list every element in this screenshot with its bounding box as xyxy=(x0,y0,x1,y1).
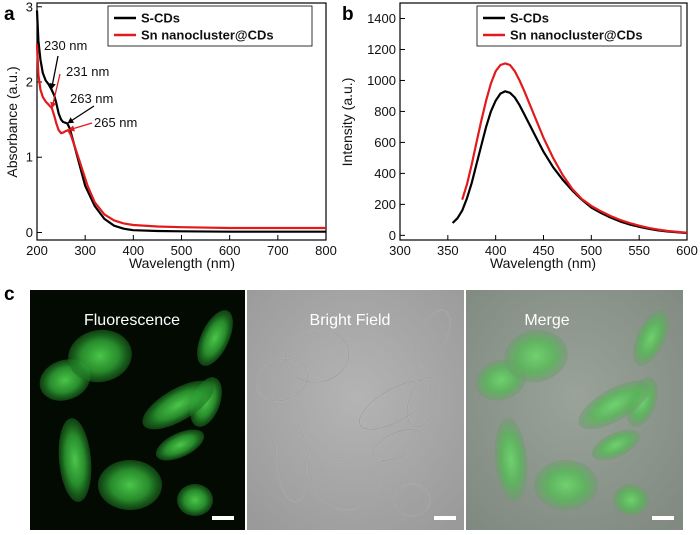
x-tick-label: 300 xyxy=(74,243,96,258)
x-tick-label: 450 xyxy=(533,243,555,258)
chart-a-axes: 200 300 400 500 600 700 800 0 1 2 3 xyxy=(26,0,337,258)
micrograph-panel: Fluorescence Bright Field Merge xyxy=(30,290,683,530)
x-tick-label: 300 xyxy=(389,243,411,258)
y-tick-label: 1400 xyxy=(367,11,396,26)
y-tick-label: 1 xyxy=(26,150,33,165)
series-line-sn-nanocluster-cds xyxy=(461,62,688,234)
bright-field-image: Bright Field xyxy=(247,290,464,530)
y-tick-label: 0 xyxy=(389,228,396,243)
legend-label: Sn nanocluster@CDs xyxy=(141,28,274,43)
bright-field-label: Bright Field xyxy=(310,312,391,329)
x-tick-label: 600 xyxy=(219,243,241,258)
merge-image: Merge xyxy=(466,290,683,530)
series-line-sn-nanocluster-cds xyxy=(35,44,326,230)
x-tick-label: 550 xyxy=(628,243,650,258)
x-tick-label: 800 xyxy=(315,243,337,258)
chart-b-y-axis-label: Intensity (a.u.) xyxy=(339,78,355,167)
x-tick-label: 200 xyxy=(26,243,48,258)
chart-a-series xyxy=(35,10,326,233)
annotation-label: 230 nm xyxy=(44,38,87,53)
x-tick-label: 400 xyxy=(485,243,507,258)
chart-b-axes: 300 350 400 450 500 550 600 0 200 400 600 800 1000 12… xyxy=(367,11,698,258)
chart-b-series xyxy=(451,62,688,235)
series-line-s-cds xyxy=(35,10,326,233)
annotation-arrowhead xyxy=(67,117,75,124)
annotation-arrowhead xyxy=(50,101,57,109)
legend-box xyxy=(107,5,313,47)
y-tick-label: 400 xyxy=(374,166,396,181)
legend-label: S-CDs xyxy=(141,11,180,26)
fluorescence-image: Fluorescence xyxy=(30,290,245,530)
y-tick-label: 200 xyxy=(374,197,396,212)
chart-b-legend: S-CDs Sn nanocluster@CDs xyxy=(476,5,682,47)
legend-label: Sn nanocluster@CDs xyxy=(510,28,643,43)
legend-box xyxy=(476,5,682,47)
annotation-arrowhead xyxy=(68,125,75,132)
x-tick-label: 600 xyxy=(676,243,698,258)
merge-scale-bar xyxy=(652,516,674,520)
y-tick-label: 3 xyxy=(26,0,33,14)
y-tick-label: 2 xyxy=(26,75,33,90)
panel-letter-c: c xyxy=(4,284,15,305)
y-tick-label: 1000 xyxy=(367,73,396,88)
fluorescence-scale-bar xyxy=(212,516,234,520)
y-tick-label: 800 xyxy=(374,104,396,119)
emission-chart: 300 350 400 450 500 550 600 0 200 400 600 800 1000 12… xyxy=(339,2,698,271)
x-tick-label: 500 xyxy=(580,243,602,258)
panel-letter-a: a xyxy=(4,4,15,25)
merge-label: Merge xyxy=(524,312,569,329)
y-tick-label: 0 xyxy=(26,225,33,240)
legend-label: S-CDs xyxy=(510,11,549,26)
annotation-label: 265 nm xyxy=(94,115,137,130)
x-tick-label: 700 xyxy=(267,243,289,258)
x-tick-label: 400 xyxy=(122,243,144,258)
absorbance-chart: 200 300 400 500 600 700 800 0 1 2 3 230 nm 231 nm 26… xyxy=(4,0,337,271)
y-tick-label: 1200 xyxy=(367,42,396,57)
annotation-label: 263 nm xyxy=(70,91,113,106)
chart-a-y-axis-label: Absorbance (a.u.) xyxy=(4,66,20,177)
annotation-arrowhead xyxy=(49,83,56,90)
x-tick-label: 500 xyxy=(171,243,193,258)
chart-b-x-axis-label: Wavelength (nm) xyxy=(490,255,596,271)
chart-a-legend: S-CDs Sn nanocluster@CDs xyxy=(107,5,313,47)
y-tick-label: 600 xyxy=(374,135,396,150)
x-tick-label: 350 xyxy=(437,243,459,258)
chart-a-x-axis-label: Wavelength (nm) xyxy=(129,255,235,271)
annotation-label: 231 nm xyxy=(66,64,109,79)
chart-a-annotations: 230 nm 231 nm 263 nm 265 nm xyxy=(44,38,137,132)
panel-letter-b: b xyxy=(342,4,354,25)
fluorescence-label: Fluorescence xyxy=(84,312,180,329)
series-line-s-cds xyxy=(451,90,688,235)
bright-field-scale-bar xyxy=(434,516,456,520)
